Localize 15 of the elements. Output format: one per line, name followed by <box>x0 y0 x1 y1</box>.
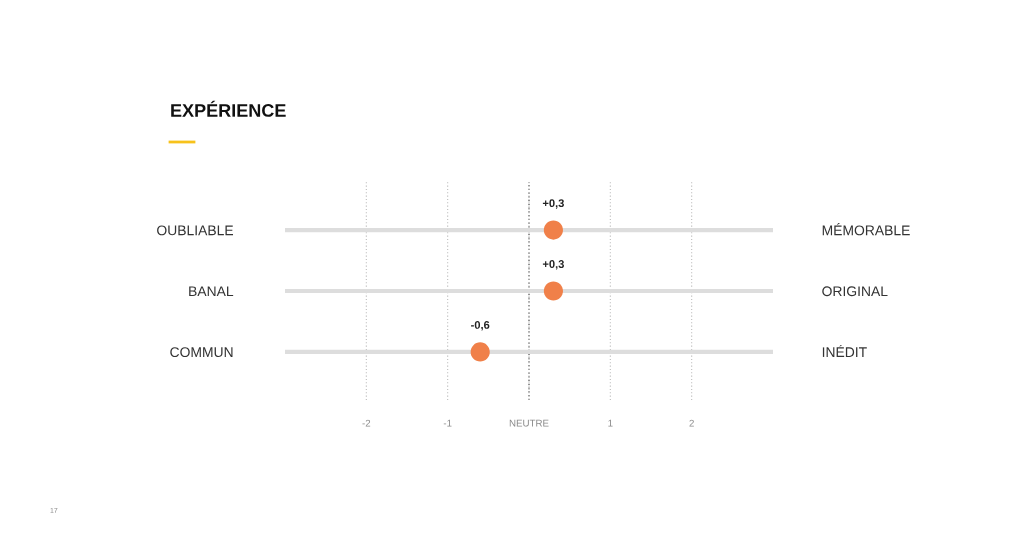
y-tick-label: COMMUN <box>170 347 233 358</box>
y-tick-label: BANAL <box>189 286 234 297</box>
y2-tick-label: MÉMORABLE <box>822 223 910 236</box>
data-label: +0,3 <box>542 260 564 270</box>
data-label: +0,3 <box>542 199 564 209</box>
x-tick-label: 1 <box>608 419 613 427</box>
y-tick-label: OUBLIABLE <box>157 225 234 236</box>
chart-title: EXPÉRIENCE <box>171 100 286 117</box>
data-label: -0,6 <box>471 321 490 331</box>
y2-tick-label: ORIGINAL <box>822 286 888 297</box>
x-tick-label: -1 <box>443 419 452 427</box>
x-tick-label: NEUTRE <box>509 419 549 427</box>
y2-tick-label: INÉDIT <box>822 344 867 357</box>
x-tick-label: 2 <box>689 419 694 427</box>
x-tick-label: -2 <box>362 419 371 427</box>
